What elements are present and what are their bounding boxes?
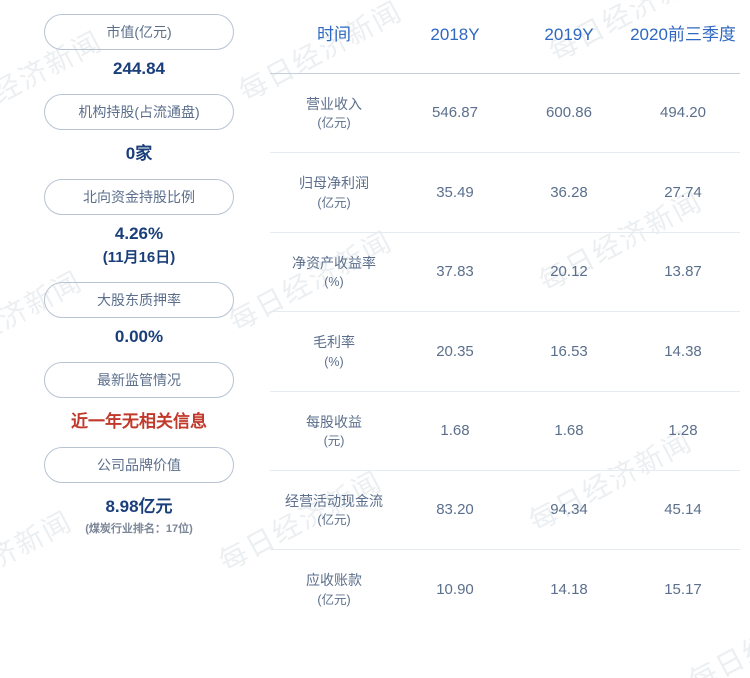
- metric-unit: (%): [274, 353, 394, 371]
- table-row: 营业收入(亿元)546.87600.86494.20: [270, 73, 740, 152]
- value-cell: 546.87: [398, 73, 512, 152]
- left-stats-column: 市值(亿元) 244.84 机构持股(占流通盘) 0家 北向资金持股比例 4.2…: [0, 10, 270, 678]
- financial-table-wrapper: 时间 2018Y 2019Y 2020前三季度 营业收入(亿元)546.8760…: [270, 10, 750, 678]
- value-cell: 20.12: [512, 232, 626, 311]
- value-cell: 1.28: [626, 391, 740, 470]
- metric-cell: 净资产收益率(%): [270, 232, 398, 311]
- stat-pill-brand: 公司品牌价值: [44, 447, 234, 483]
- value-cell: 27.74: [626, 153, 740, 232]
- col-header-time: 时间: [270, 10, 398, 73]
- value-cell: 94.34: [512, 471, 626, 550]
- metric-cell: 归母净利润(亿元): [270, 153, 398, 232]
- stat-value-text: 8.98亿元: [105, 497, 172, 516]
- value-cell: 494.20: [626, 73, 740, 152]
- table-row: 经营活动现金流(亿元)83.2094.3445.14: [270, 471, 740, 550]
- col-header-2020q3: 2020前三季度: [626, 10, 740, 73]
- financial-table: 时间 2018Y 2019Y 2020前三季度 营业收入(亿元)546.8760…: [270, 10, 740, 629]
- table-header-row: 时间 2018Y 2019Y 2020前三季度: [270, 10, 740, 73]
- main-container: 市值(亿元) 244.84 机构持股(占流通盘) 0家 北向资金持股比例 4.2…: [0, 0, 750, 678]
- value-cell: 14.18: [512, 550, 626, 629]
- stat-pill-pledge: 大股东质押率: [44, 282, 234, 318]
- value-cell: 14.38: [626, 312, 740, 391]
- col-header-2019: 2019Y: [512, 10, 626, 73]
- stat-pill-inst-holding: 机构持股(占流通盘): [44, 94, 234, 130]
- col-header-2018: 2018Y: [398, 10, 512, 73]
- value-cell: 600.86: [512, 73, 626, 152]
- stat-pill-marketcap: 市值(亿元): [44, 14, 234, 50]
- value-cell: 36.28: [512, 153, 626, 232]
- value-cell: 83.20: [398, 471, 512, 550]
- stat-pill-regulatory: 最新监管情况: [44, 362, 234, 398]
- metric-unit: (亿元): [274, 114, 394, 132]
- value-cell: 45.14: [626, 471, 740, 550]
- metric-unit: (亿元): [274, 194, 394, 212]
- value-cell: 1.68: [512, 391, 626, 470]
- stat-value-northbound: 4.26% (11月16日): [103, 224, 176, 267]
- table-row: 应收账款(亿元)10.9014.1815.17: [270, 550, 740, 629]
- metric-unit: (亿元): [274, 591, 394, 609]
- metric-unit: (%): [274, 273, 394, 291]
- stat-foot-brand-rank: (煤炭行业排名：17位): [85, 520, 193, 536]
- stat-value-pledge: 0.00%: [115, 327, 163, 347]
- value-cell: 37.83: [398, 232, 512, 311]
- metric-unit: (元): [274, 432, 394, 450]
- table-row: 净资产收益率(%)37.8320.1213.87: [270, 232, 740, 311]
- metric-cell: 每股收益(元): [270, 391, 398, 470]
- metric-unit: (亿元): [274, 511, 394, 529]
- table-row: 归母净利润(亿元)35.4936.2827.74: [270, 153, 740, 232]
- table-row: 毛利率(%)20.3516.5314.38: [270, 312, 740, 391]
- value-cell: 16.53: [512, 312, 626, 391]
- stat-sub-northbound-date: (11月16日): [103, 246, 176, 267]
- table-body: 营业收入(亿元)546.87600.86494.20归母净利润(亿元)35.49…: [270, 73, 740, 628]
- metric-cell: 毛利率(%): [270, 312, 398, 391]
- value-cell: 1.68: [398, 391, 512, 470]
- stat-value-inst-holding: 0家: [126, 139, 152, 164]
- stat-pill-northbound: 北向资金持股比例: [44, 179, 234, 215]
- value-cell: 35.49: [398, 153, 512, 232]
- value-cell: 10.90: [398, 550, 512, 629]
- stat-value-text: 4.26%: [115, 224, 163, 243]
- stat-value-brand: 8.98亿元 (煤炭行业排名：17位): [85, 492, 193, 536]
- stat-value-marketcap: 244.84: [113, 59, 165, 79]
- stat-value-regulatory: 近一年无相关信息: [71, 407, 207, 432]
- table-row: 每股收益(元)1.681.681.28: [270, 391, 740, 470]
- metric-cell: 营业收入(亿元): [270, 73, 398, 152]
- value-cell: 13.87: [626, 232, 740, 311]
- metric-cell: 经营活动现金流(亿元): [270, 471, 398, 550]
- value-cell: 20.35: [398, 312, 512, 391]
- metric-cell: 应收账款(亿元): [270, 550, 398, 629]
- value-cell: 15.17: [626, 550, 740, 629]
